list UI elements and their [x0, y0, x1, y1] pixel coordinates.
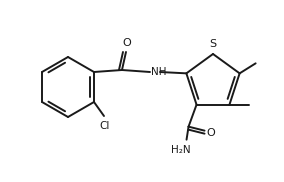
- Text: Cl: Cl: [100, 121, 110, 131]
- Text: H₂N: H₂N: [171, 145, 190, 155]
- Text: O: O: [206, 128, 215, 138]
- Text: O: O: [123, 38, 131, 48]
- Text: S: S: [209, 39, 217, 49]
- Text: NH: NH: [151, 67, 166, 77]
